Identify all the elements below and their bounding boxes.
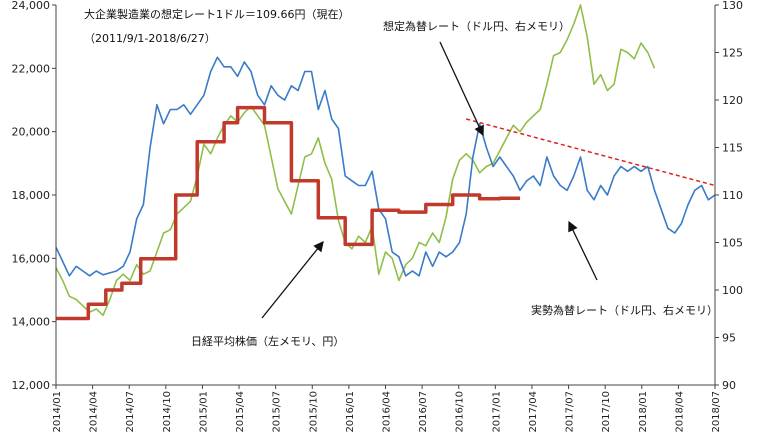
label-nikkei: 日経平均株価（左メモリ、円） <box>191 334 344 348</box>
left-tick-label: 14,000 <box>12 316 51 329</box>
series-layer <box>55 4 716 321</box>
label-assumed-rate: 想定為替レート（ドル円、右メモリ） <box>383 19 570 33</box>
x-tick-label: 2016/10 <box>455 391 466 433</box>
arrow-actual-rate <box>568 220 598 281</box>
x-tick-label: 2018/04 <box>674 391 685 433</box>
label-actual-rate: 実勢為替レート（ドル円、右メモリ） <box>531 303 718 317</box>
x-tick-label: 2015/04 <box>235 391 246 433</box>
x-tick-label: 2015/07 <box>272 391 283 433</box>
chart-title: 大企業製造業の想定レート1ドル＝109.66円（現在） <box>84 7 350 21</box>
left-tick-label: 16,000 <box>12 252 51 265</box>
right-tick-label: 105 <box>722 237 743 250</box>
series-line-1 <box>55 56 716 277</box>
right-tick-label: 100 <box>722 284 743 297</box>
x-tick-label: 2014/01 <box>52 391 63 433</box>
x-tick-label: 2014/04 <box>89 391 100 433</box>
left-tick-label: 12,000 <box>12 379 51 392</box>
x-tick-label: 2017/10 <box>601 391 612 433</box>
arrow-nikkei <box>261 240 324 319</box>
x-tick-label: 2017/07 <box>565 391 576 433</box>
chart-subtitle: （2011/9/1-2018/6/27） <box>84 32 216 45</box>
x-tick-label: 2017/01 <box>491 391 502 433</box>
x-tick-label: 2016/01 <box>345 391 356 433</box>
x-tick-label: 2015/10 <box>308 391 319 433</box>
x-tick-label: 2015/01 <box>198 391 209 433</box>
x-tick-label: 2017/04 <box>528 391 539 433</box>
right-tick-label: 130 <box>722 0 743 12</box>
x-tick-label: 2018/01 <box>638 391 649 433</box>
x-tick-label: 2016/04 <box>382 391 393 433</box>
right-tick-label: 90 <box>722 379 736 392</box>
arrow-assumed-rate <box>439 41 484 137</box>
x-tick-label: 2016/07 <box>418 391 429 433</box>
left-tick-label: 18,000 <box>12 189 51 202</box>
right-tick-label: 95 <box>722 332 736 345</box>
x-tick-label: 2014/10 <box>162 391 173 433</box>
right-tick-label: 125 <box>722 47 743 60</box>
right-tick-label: 110 <box>722 189 743 202</box>
right-tick-label: 115 <box>722 142 743 155</box>
right-tick-label: 120 <box>722 94 743 107</box>
plot-background <box>56 5 715 385</box>
trend-line <box>466 118 716 187</box>
x-tick-label: 2018/07 <box>711 391 722 433</box>
x-tick-label: 2014/07 <box>125 391 136 433</box>
series-line-2 <box>55 4 656 317</box>
series-line-0 <box>56 105 520 321</box>
left-tick-label: 20,000 <box>12 126 51 139</box>
left-tick-label: 24,000 <box>12 0 51 12</box>
annotation-layer: 大企業製造業の想定レート1ドル＝109.66円（現在） （2011/9/1-20… <box>84 7 718 348</box>
axes-layer: 12,000 14,000 16,000 18,000 20,000 22,000 24,0… <box>12 0 744 433</box>
left-tick-label: 22,000 <box>12 62 51 75</box>
